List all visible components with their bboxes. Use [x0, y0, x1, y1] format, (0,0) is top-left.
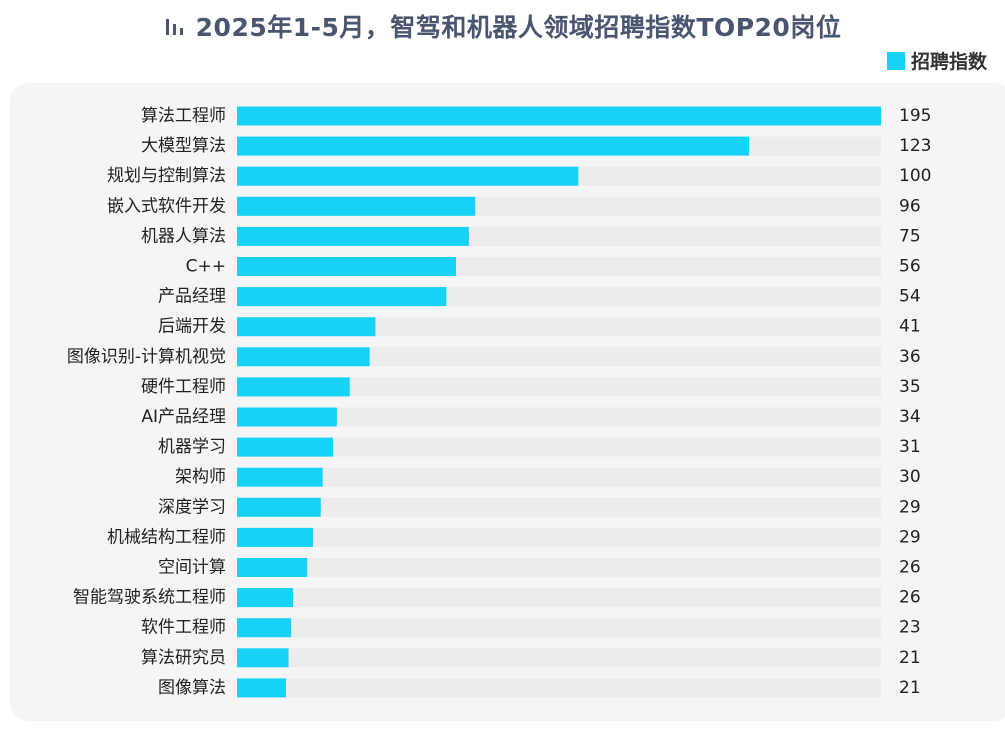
bar-track — [237, 678, 881, 698]
bar-track — [237, 648, 881, 668]
value-label: 29 — [899, 497, 921, 517]
bar — [237, 437, 333, 457]
legend: 招聘指数 — [886, 47, 987, 74]
bar — [237, 166, 579, 186]
category-label: 图像识别-计算机视觉 — [67, 347, 226, 367]
value-label: 23 — [899, 618, 921, 638]
value-label: 96 — [899, 196, 921, 216]
category-label: AI产品经理 — [141, 407, 226, 427]
category-label: 机器学习 — [158, 437, 226, 457]
category-label: 软件工程师 — [141, 618, 226, 638]
category-label: 嵌入式软件开发 — [107, 196, 226, 216]
value-label: 26 — [899, 588, 921, 608]
bar-track — [237, 317, 881, 337]
bar — [237, 467, 323, 487]
category-label: 大模型算法 — [141, 136, 226, 156]
value-label: 26 — [899, 558, 921, 578]
value-label: 21 — [899, 678, 921, 698]
bar — [237, 347, 370, 367]
category-label: 图像算法 — [158, 678, 226, 698]
bar — [237, 106, 881, 126]
category-label: 产品经理 — [158, 287, 226, 307]
category-label: 规划与控制算法 — [107, 166, 226, 186]
bar — [237, 257, 456, 276]
category-label: 机器人算法 — [141, 226, 226, 246]
bar-track — [237, 558, 881, 577]
bar — [237, 497, 321, 517]
value-label: 123 — [899, 136, 931, 156]
value-label: 35 — [899, 377, 921, 397]
category-label: 架构师 — [175, 467, 226, 487]
category-label: 算法工程师 — [141, 106, 226, 126]
bar-chart-icon — [165, 19, 183, 35]
value-label: 34 — [899, 407, 921, 427]
category-label: C++ — [186, 257, 226, 277]
bar — [237, 226, 469, 246]
chart-title: 2025年1-5月，智驾和机器人领域招聘指数TOP20岗位 — [0, 6, 1005, 46]
value-label: 21 — [899, 648, 921, 668]
value-label: 36 — [899, 347, 921, 367]
legend-label: 招聘指数 — [910, 51, 987, 73]
value-label: 195 — [899, 106, 931, 126]
value-label: 30 — [899, 467, 921, 487]
chart-title-text: 2025年1-5月，智驾和机器人领域招聘指数TOP20岗位 — [195, 13, 842, 42]
bar — [237, 317, 376, 337]
category-label: 深度学习 — [158, 497, 226, 517]
bar — [237, 377, 350, 397]
bar — [237, 588, 294, 608]
bar-track — [237, 347, 881, 367]
value-label: 75 — [899, 226, 921, 246]
bar — [237, 196, 476, 216]
bar-track — [237, 467, 881, 487]
bar — [237, 558, 308, 577]
value-label: 100 — [899, 166, 931, 186]
bar — [237, 678, 286, 698]
bar-track — [237, 527, 881, 547]
value-label: 56 — [899, 257, 921, 277]
bar — [237, 648, 289, 668]
bar — [237, 527, 313, 547]
bar — [237, 618, 292, 638]
category-label: 硬件工程师 — [141, 377, 226, 397]
bar-chart: 算法工程师 195 大模型算法 123 规划与控制算法 100 嵌入式软件开发 96 机器人算法… — [67, 106, 932, 698]
legend-swatch — [886, 51, 905, 70]
bar-track — [237, 407, 881, 427]
value-label: 29 — [899, 527, 921, 547]
category-label: 算法研究员 — [141, 648, 226, 668]
category-label: 后端开发 — [158, 317, 226, 337]
category-label: 智能驾驶系统工程师 — [73, 588, 226, 608]
chart-panel: 算法工程师 195 大模型算法 123 规划与控制算法 100 嵌入式软件开发 96 机器人算法… — [10, 83, 1005, 721]
bar-track — [237, 497, 881, 517]
bar — [237, 287, 447, 307]
category-label: 机械结构工程师 — [107, 527, 226, 547]
value-label: 41 — [899, 317, 921, 337]
bar-track — [237, 618, 881, 638]
bar-track — [237, 437, 881, 457]
bar-track — [237, 588, 881, 608]
bar — [237, 407, 337, 427]
value-label: 54 — [899, 287, 921, 307]
value-label: 31 — [899, 437, 921, 457]
category-label: 空间计算 — [158, 558, 226, 578]
bar-track — [237, 377, 881, 397]
bar — [237, 136, 749, 156]
